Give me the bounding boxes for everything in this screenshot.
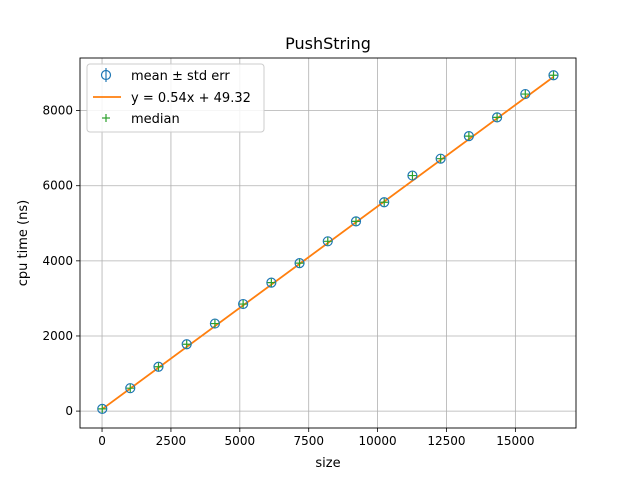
x-axis-ticks: 0 2500 5000 7500 10000 12500 15000 [98, 428, 534, 448]
mean-point [97, 403, 108, 414]
mean-point [153, 361, 164, 372]
median-point [154, 362, 163, 371]
y-tick-label: 8000 [42, 104, 73, 118]
legend-mean-marker [100, 68, 112, 82]
median-point [182, 340, 191, 349]
mean-point [520, 88, 531, 100]
mean-point [125, 383, 136, 394]
median-point [323, 237, 332, 246]
mean-point [238, 298, 249, 310]
median-point [493, 113, 502, 122]
y-tick-label: 6000 [42, 179, 73, 193]
mean-point [463, 131, 474, 142]
legend-label-mean: mean ± std err [131, 69, 230, 84]
mean-point [491, 112, 503, 123]
legend-label-fit: y = 0.54x + 49.32 [131, 91, 251, 106]
median-point [126, 384, 135, 393]
legend-box [86, 63, 265, 133]
median-point [521, 90, 530, 99]
median-point [210, 319, 219, 328]
x-tick-label: 7500 [293, 434, 324, 448]
mean-point [181, 339, 192, 350]
y-tick-label: 4000 [42, 254, 73, 268]
y-axis-label: cpu time (ns) [16, 200, 31, 286]
median-point [351, 217, 360, 226]
mean-point [435, 153, 446, 164]
median-point [267, 278, 276, 287]
mean-point [294, 257, 305, 269]
median-point [549, 71, 558, 80]
y-tick-label: 2000 [42, 329, 73, 343]
mean-point [322, 236, 333, 247]
median-point [464, 132, 473, 141]
median-point [239, 300, 248, 309]
mean-point [407, 170, 418, 181]
x-tick-label: 15000 [496, 434, 534, 448]
mean-point [548, 70, 559, 81]
y-axis-ticks: 0 2000 4000 6000 8000 [42, 104, 80, 418]
x-tick-label: 10000 [359, 434, 397, 448]
median-point [408, 171, 417, 180]
points-layer [97, 70, 559, 414]
legend-label-median: median [131, 112, 180, 127]
mean-point [350, 216, 362, 227]
legend: mean ± std err y = 0.54x + 49.32 median [86, 63, 265, 133]
chart-title: PushString [285, 34, 371, 53]
x-tick-label: 2500 [156, 434, 187, 448]
x-tick-label: 0 [98, 434, 106, 448]
median-point [436, 154, 445, 163]
mean-point [209, 318, 221, 329]
mean-point [266, 277, 277, 288]
legend-median-marker [102, 114, 110, 122]
y-tick-label: 0 [65, 404, 73, 418]
median-point [98, 404, 107, 413]
x-tick-label: 12500 [427, 434, 465, 448]
median-point [380, 198, 389, 207]
mean-point [379, 197, 390, 208]
x-axis-label: size [315, 456, 340, 471]
median-point [295, 259, 304, 268]
plot-area-frame [79, 57, 577, 429]
x-tick-label: 5000 [225, 434, 256, 448]
